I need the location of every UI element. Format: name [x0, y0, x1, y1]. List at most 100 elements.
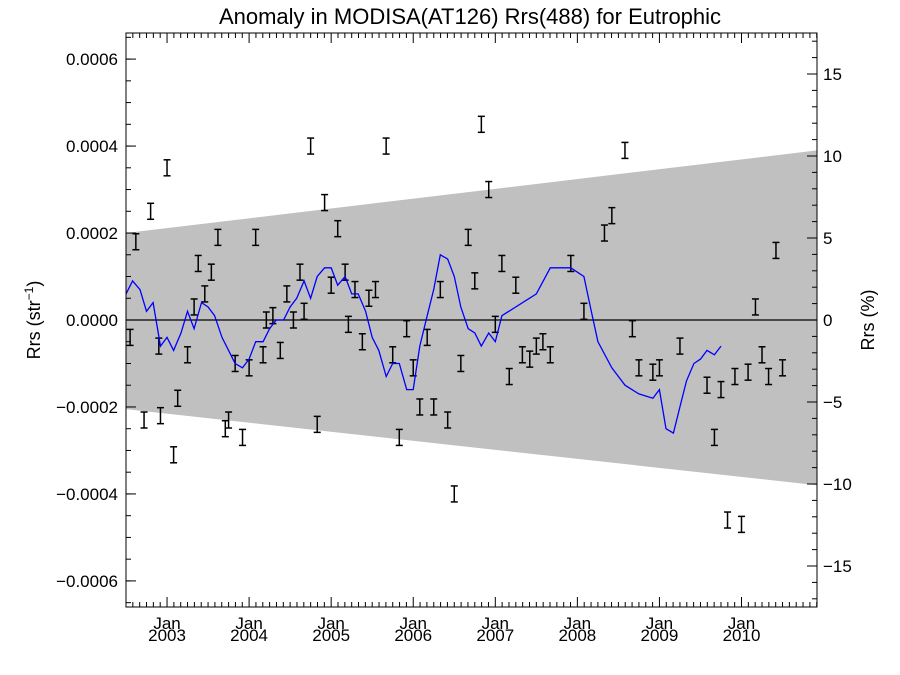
x-tick-label-month: Jan: [728, 614, 755, 633]
errorbar-point: [140, 411, 148, 429]
errorbar-point: [389, 346, 397, 364]
errorbar-point: [676, 337, 684, 355]
errorbar-point: [170, 446, 178, 464]
errorbar-point: [518, 346, 526, 364]
errorbar-point: [156, 406, 164, 425]
y-right-tick-label: 10: [823, 147, 842, 166]
x-tick-label-month: Jan: [482, 614, 509, 633]
y-left-tick-label: −0.0004: [56, 485, 118, 504]
errorbar-point: [321, 193, 329, 212]
x-tick-label-month: Jan: [317, 614, 344, 633]
errorbar-point: [358, 332, 366, 351]
errorbar-point: [174, 389, 182, 408]
errorbar-point: [252, 228, 260, 247]
errorbar-point: [207, 263, 215, 281]
errorbar-point: [262, 311, 270, 329]
errorbar-point: [737, 515, 745, 534]
errorbar-point: [546, 346, 554, 364]
errorbar-point: [313, 415, 321, 434]
errorbar-point: [395, 428, 403, 447]
y-axis-left-title: Rrs (str−1): [22, 281, 44, 360]
errorbar-point: [717, 380, 725, 399]
y-right-tick-label: −5: [823, 393, 842, 412]
errorbar-point: [485, 180, 493, 199]
errorbar-point: [751, 298, 759, 316]
errorbar-point: [608, 206, 616, 225]
errorbar-point: [194, 254, 202, 273]
errorbar-point: [724, 511, 732, 529]
errorbar-point: [283, 285, 291, 303]
plot-area: [125, 115, 817, 534]
errorbar-point: [580, 302, 588, 321]
errorbar-point: [621, 141, 629, 160]
errorbar-point: [703, 376, 711, 394]
errorbar-point: [505, 367, 513, 386]
errorbar-point: [307, 137, 315, 155]
y-left-tick-label: 0.0004: [66, 137, 118, 156]
x-tick-label-year: 2004: [230, 626, 268, 645]
errorbar-point: [512, 276, 520, 294]
x-tick-label-year: 2008: [558, 626, 596, 645]
errorbar-point: [289, 311, 297, 329]
x-tick-label-year: 2006: [394, 626, 432, 645]
x-tick-label-month: Jan: [564, 614, 591, 633]
errorbar-point: [327, 276, 335, 294]
errorbar-point: [758, 346, 766, 364]
x-tick-label-year: 2003: [148, 626, 186, 645]
errorbar-point: [731, 367, 739, 386]
x-tick-label-month: Jan: [400, 614, 427, 633]
errorbar-point: [147, 202, 155, 221]
x-tick-label-year: 2005: [312, 626, 350, 645]
y-left-tick-label: 0.0000: [66, 311, 118, 330]
errorbar-point: [744, 363, 752, 381]
errorbar-point: [239, 428, 247, 447]
x-tick-label-year: 2007: [476, 626, 514, 645]
errorbar-point: [450, 485, 458, 503]
errorbar-point: [600, 224, 608, 242]
errorbar-point: [300, 302, 308, 321]
y-left-tick-label: 0.0006: [66, 50, 118, 69]
errorbar-point: [710, 428, 718, 447]
errorbar-point: [132, 232, 140, 251]
y-left-tick-label: −0.0002: [56, 398, 118, 417]
errorbar-point: [184, 346, 192, 364]
errorbar-point: [471, 272, 479, 290]
errorbar-point: [430, 398, 438, 416]
y-right-tick-label: −15: [823, 557, 852, 576]
y-right-tick-label: 5: [823, 229, 832, 248]
errorbar-point: [649, 363, 657, 381]
y-axis-right-title: Rrs (%): [858, 290, 878, 351]
errorbar-point: [259, 346, 267, 364]
errorbar-point: [416, 398, 424, 416]
chart-title: Anomaly in MODISA(AT126) Rrs(488) for Eu…: [219, 4, 721, 29]
y-right-tick-label: 0: [823, 311, 832, 330]
errorbar-point: [457, 354, 465, 373]
errorbar-point: [190, 298, 198, 316]
errorbar-point: [498, 254, 506, 273]
errorbar-point: [779, 359, 787, 377]
errorbar-point: [371, 280, 379, 299]
errorbar-point: [628, 319, 636, 338]
axes: 0.0006 0.0004 0.0002 0.0000 −0.0002 −0.0004 −0…: [56, 33, 852, 645]
x-tick-label-month: Jan: [153, 614, 180, 633]
errorbar-point: [365, 289, 373, 308]
errorbar-point: [334, 219, 342, 238]
y-right-tick-label: 15: [823, 65, 842, 84]
x-tick-label-month: Jan: [235, 614, 262, 633]
errorbar-point: [423, 328, 431, 347]
errorbar-point: [344, 315, 352, 334]
errorbar-point: [403, 319, 411, 338]
errorbar-point: [464, 228, 472, 247]
x-tick-label-year: 2009: [641, 626, 679, 645]
x-tick-label-month: Jan: [646, 614, 673, 633]
x-tick-label-year: 2010: [723, 626, 761, 645]
errorbar-point: [296, 263, 304, 281]
errorbar-point: [567, 254, 575, 273]
errorbar-point: [772, 241, 780, 260]
errorbar-point: [126, 328, 134, 347]
errorbar-point: [539, 332, 547, 351]
errorbar-point: [477, 115, 485, 134]
errorbar-point: [214, 228, 222, 247]
errorbar-point: [765, 367, 773, 386]
